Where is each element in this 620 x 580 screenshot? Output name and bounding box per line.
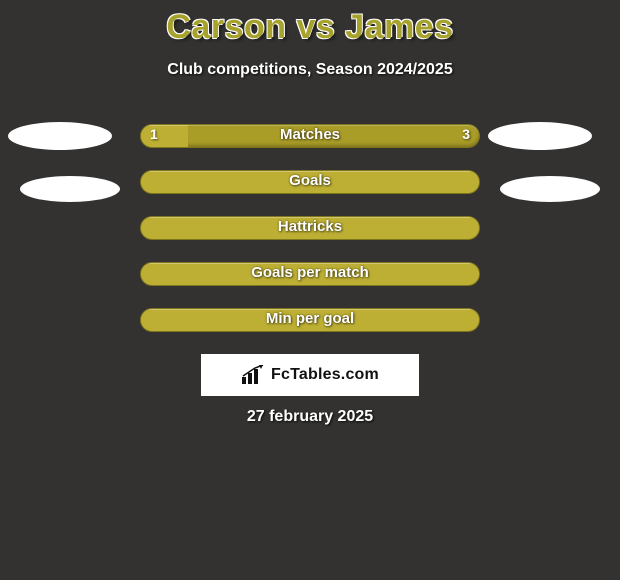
date-text: 27 february 2025 — [0, 408, 620, 426]
bar-fill — [141, 263, 479, 285]
stat-row: Matches13 — [0, 124, 620, 150]
title-player1: Carson — [166, 8, 286, 46]
bar-track — [140, 262, 480, 286]
bars-icon — [241, 365, 265, 385]
logo-card: FcTables.com — [201, 354, 419, 396]
stat-row: Hattricks — [0, 216, 620, 242]
bar-rows: Matches13 Goals Hattricks Goals per match Mi… — [0, 124, 620, 354]
stat-row: Min per goal — [0, 308, 620, 334]
logo-text: FcTables.com — [271, 366, 379, 384]
title-vs: vs — [296, 8, 335, 46]
bar-track — [140, 308, 480, 332]
bar-track — [140, 170, 480, 194]
bar-fill — [141, 309, 479, 331]
bar-fill — [141, 171, 479, 193]
page-title: Carson vs James — [0, 8, 620, 47]
bar-track — [140, 124, 480, 148]
bar-fill — [141, 125, 188, 147]
stat-row: Goals per match — [0, 262, 620, 288]
stat-row: Goals — [0, 170, 620, 196]
bar-fill — [141, 217, 479, 239]
title-player2: James — [345, 8, 453, 46]
subtitle: Club competitions, Season 2024/2025 — [0, 61, 620, 79]
chart-container: Carson vs James Club competitions, Seaso… — [0, 0, 620, 580]
bar-track — [140, 216, 480, 240]
